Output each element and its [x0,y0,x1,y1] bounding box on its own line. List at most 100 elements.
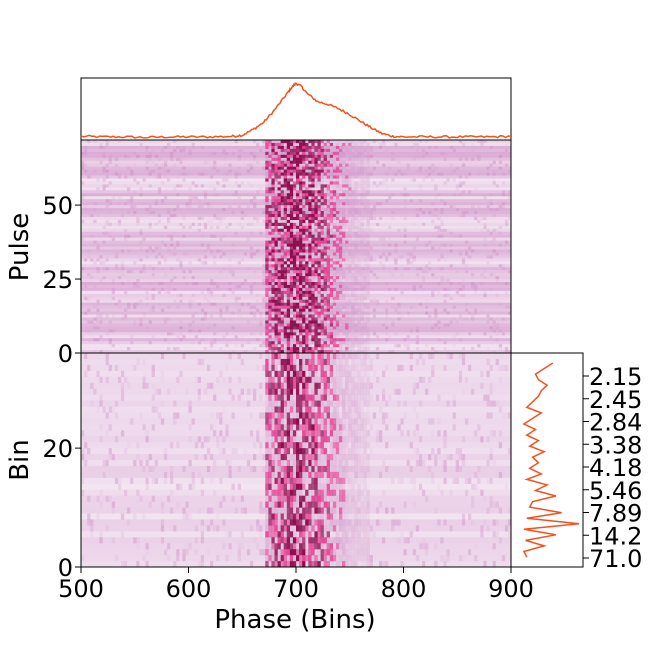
heatmap-cell [265,234,269,238]
heatmap-cell [339,329,343,333]
heatmap-cell [296,202,300,206]
heatmap-cell [311,454,315,461]
heatmap-cell [302,460,306,467]
heatmap-cell [339,225,343,229]
heatmap-cell [323,208,327,212]
heatmap-cell [326,208,330,212]
heatmap-cell [160,240,165,244]
heatmap-cell [363,237,367,241]
heatmap-cell [311,317,315,321]
heatmap-cell [283,305,287,309]
heatmap-cell [323,196,327,200]
heatmap-cell [311,169,315,173]
heatmap-cell [357,347,361,351]
heatmap-cell [342,400,346,407]
heatmap-cell [268,376,272,383]
heatmap-cell [302,243,306,247]
heatmap-cell [305,202,309,206]
heatmap-cell [357,332,361,336]
heatmap-cell [274,175,278,179]
heatmap-cell [326,231,330,235]
heatmap-cell [296,314,300,318]
heatmap-cell [342,175,346,179]
heatmap-cell [477,205,481,209]
heatmap-cell [339,258,343,262]
heatmap-cell [289,436,294,443]
heatmap-cell [308,317,312,321]
heatmap-cell [317,320,321,324]
heatmap-cell [323,311,327,315]
heatmap-cell [339,172,343,176]
heatmap-cell [302,166,306,170]
heatmap-cell [335,388,340,395]
heatmap-cell [188,205,192,209]
heatmap-cell [335,329,340,333]
heatmap-cell [311,202,315,206]
heatmap-cell [458,181,463,185]
heatmap-cell [345,175,349,179]
heatmap-cell [357,489,361,496]
heatmap-cell [477,477,481,484]
heatmap-cell [136,181,140,185]
heatmap-cell [105,205,109,209]
heatmap-cell [326,255,330,259]
heatmap-cell [302,448,306,455]
heatmap-cell [265,287,269,292]
heatmap-cell [394,249,398,253]
heatmap-cell [265,282,269,286]
heatmap-cell [265,344,269,348]
heatmap-cell [326,151,330,155]
heatmap-cell [274,460,278,467]
heatmap-cell [292,208,297,212]
heatmap-cell [320,196,324,200]
heatmap-cell [299,142,303,147]
heatmap-cell [314,358,318,366]
heatmap-cell [345,454,349,461]
heatmap-cell [314,151,318,155]
heatmap-cell [237,166,241,170]
heatmap-cell [176,305,180,309]
heatmap-cell [136,284,140,289]
heatmap-cell [182,270,186,274]
heatmap-cell [289,311,294,315]
heatmap-cell [317,193,321,197]
heatmap-cell [360,160,364,164]
heatmap-cell [323,240,327,244]
heatmap-cell [151,148,155,153]
heatmap-cell [314,296,318,300]
heatmap-cell [296,311,300,315]
heatmap-cell [357,222,361,226]
heatmap-cell [228,460,232,467]
heatmap-cell [357,151,361,155]
heatmap-cell [363,454,367,461]
heatmap-cell [289,211,294,215]
heatmap-cell [320,347,324,351]
heatmap-cell [296,187,300,191]
heatmap-cell [145,208,149,212]
heatmap-cell [317,376,321,383]
heatmap-cell [81,335,85,339]
heatmap-cell [130,196,134,200]
heatmap-cell [431,163,435,167]
heatmap-cell [345,382,349,389]
heatmap-cell [474,430,478,437]
heatmap-cell [489,454,493,461]
heatmap-cell [308,406,312,413]
heatmap-cell [326,279,330,283]
heatmap-cell [339,350,343,354]
heatmap-cell [283,284,287,289]
heatmap-cell [302,296,306,300]
heatmap-cell [335,211,340,215]
heatmap-cell [231,270,235,274]
heatmap-cell [468,477,472,484]
heatmap-cell [268,353,272,360]
heatmap-cell [108,329,112,333]
heatmap-cell [286,448,291,455]
heatmap-cell [305,338,309,342]
heatmap-cell [332,240,337,244]
heatmap-cell [415,148,420,153]
heatmap-cell [394,246,398,250]
heatmap-cell [474,225,478,229]
heatmap-cell [111,279,115,283]
heatmap-cell [305,418,309,425]
